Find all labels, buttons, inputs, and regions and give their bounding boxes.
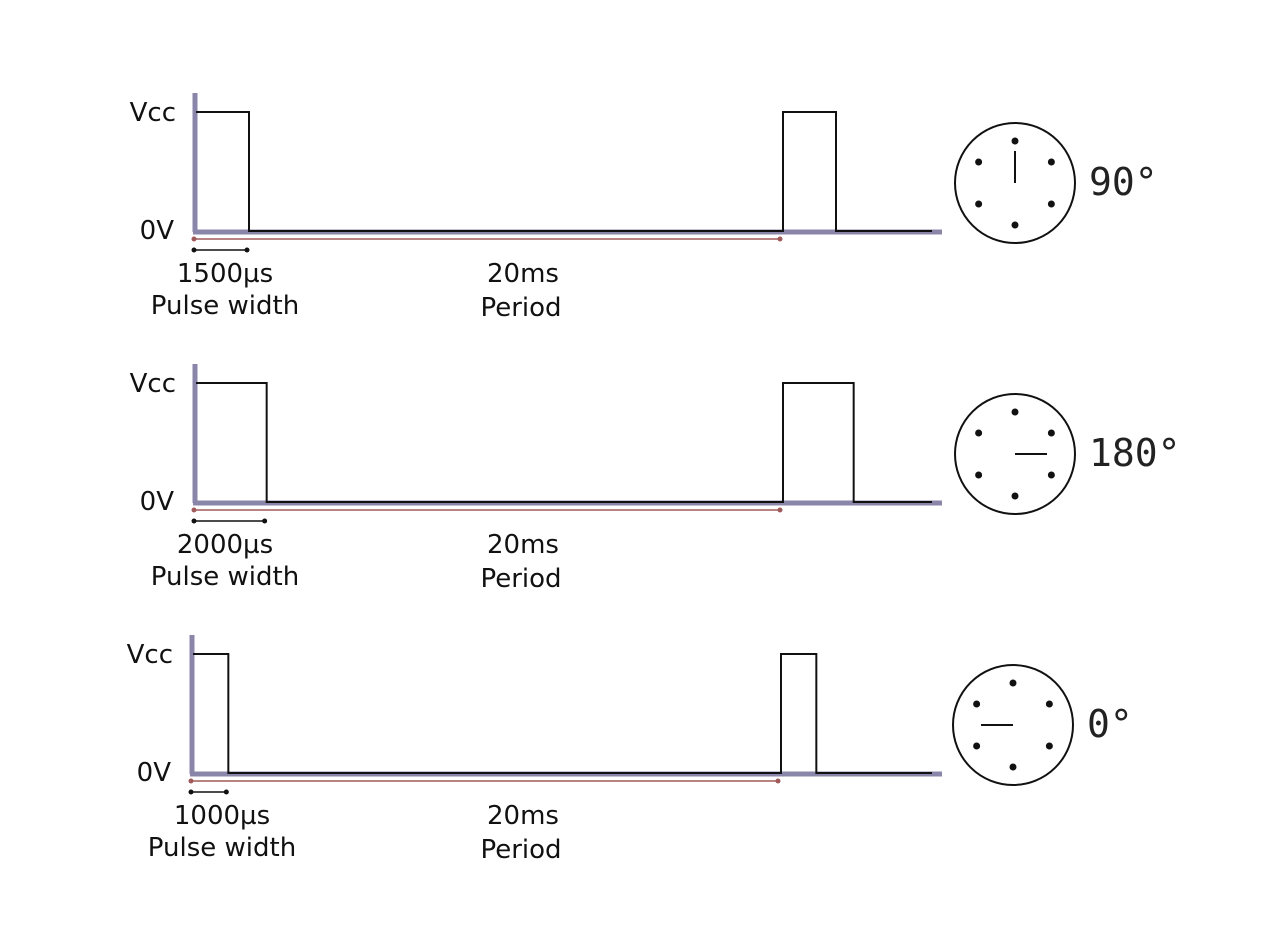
panel-1-pwm-signal: [196, 111, 932, 232]
panel-2-dial-dot-4: [1011, 492, 1019, 500]
panel-1-angle-label: 90°: [1089, 160, 1158, 204]
panel-1-pulse-width-value: 1500µs: [177, 259, 273, 289]
panel-2-dial-dot-6: [975, 429, 983, 437]
panel-2-dial-dot-1: [1011, 408, 1019, 416]
panel-1-servo-dial: [954, 122, 1076, 244]
panel-2-0v-label: 0V: [140, 487, 175, 517]
panel-2-pulse-width-value: 2000µs: [177, 530, 273, 560]
panel-2-dial-dot-2: [1047, 429, 1055, 437]
panel-2-pulse-width-marker-start: [191, 518, 197, 524]
panel-1-dial-dot-5: [975, 200, 983, 208]
panel-3-0v-label: 0V: [137, 758, 172, 788]
panel-3-period-marker-end: [775, 778, 781, 784]
panel-3-servo-dial: [952, 664, 1074, 786]
panel-1-pulse-width-marker-start: [191, 247, 197, 253]
panel-2-period-value: 20ms: [487, 530, 559, 560]
panel-3-period-value: 20ms: [487, 801, 559, 831]
panel-1-pulse-width-caption: Pulse width: [151, 291, 299, 321]
panel-1-pulse-width-marker-end: [244, 247, 250, 253]
panel-1-0v-label: 0V: [140, 216, 175, 246]
panel-1-dial-dot-1: [1011, 137, 1019, 145]
panel-2-pwm-signal: [196, 382, 932, 503]
panel-3-vcc-label: Vcc: [127, 640, 173, 670]
panel-1-period-marker-end: [777, 236, 783, 242]
panel-1-period-value: 20ms: [487, 259, 559, 289]
panel-3-dial-dot-5: [973, 742, 981, 750]
panel-3-period-marker-start: [188, 778, 194, 784]
panel-3-dial-dot-4: [1009, 763, 1017, 771]
panel-2-period-marker-end: [777, 507, 783, 513]
panel-3-dial-dot-1: [1009, 679, 1017, 687]
panel-3-dial-dot-6: [973, 700, 981, 708]
panel-3-dial-dot-3: [1045, 742, 1053, 750]
panel-3-pulse-width-value: 1000µs: [174, 801, 270, 831]
panel-1-dial-dot-2: [1047, 158, 1055, 166]
panel-3-angle-label: 0°: [1087, 702, 1133, 746]
panel-2-period-marker-start: [191, 507, 197, 513]
panel-3-pulse-width-marker-end: [223, 789, 229, 795]
panel-2-vcc-label: Vcc: [130, 369, 176, 399]
panel-2-pulse-width-marker-end: [262, 518, 268, 524]
panel-1-period-caption: Period: [480, 293, 561, 323]
panel-1-dial-dot-4: [1011, 221, 1019, 229]
panel-3-pulse-width-marker-start: [188, 789, 194, 795]
panel-1-dial-dot-3: [1047, 200, 1055, 208]
panel-2-pulse-width-caption: Pulse width: [151, 562, 299, 592]
panel-3-dial-dot-2: [1045, 700, 1053, 708]
panel-2-servo-dial: [954, 393, 1076, 515]
panel-2-dial-dot-5: [975, 471, 983, 479]
panel-1-period-marker-start: [191, 236, 197, 242]
panel-3-period-caption: Period: [480, 835, 561, 865]
panel-2-angle-label: 180°: [1089, 431, 1181, 475]
panel-2-dial-dot-3: [1047, 471, 1055, 479]
panel-1-vcc-label: Vcc: [130, 98, 176, 128]
panel-1-dial-dot-6: [975, 158, 983, 166]
panel-3-pulse-width-caption: Pulse width: [148, 833, 296, 863]
panel-3-pwm-signal: [193, 653, 932, 774]
panel-2-period-caption: Period: [480, 564, 561, 594]
